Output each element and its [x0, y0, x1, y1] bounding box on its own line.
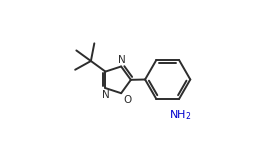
- Text: N: N: [118, 55, 126, 65]
- Text: O: O: [123, 95, 132, 105]
- Text: N: N: [102, 90, 110, 100]
- Text: NH$_2$: NH$_2$: [169, 108, 191, 122]
